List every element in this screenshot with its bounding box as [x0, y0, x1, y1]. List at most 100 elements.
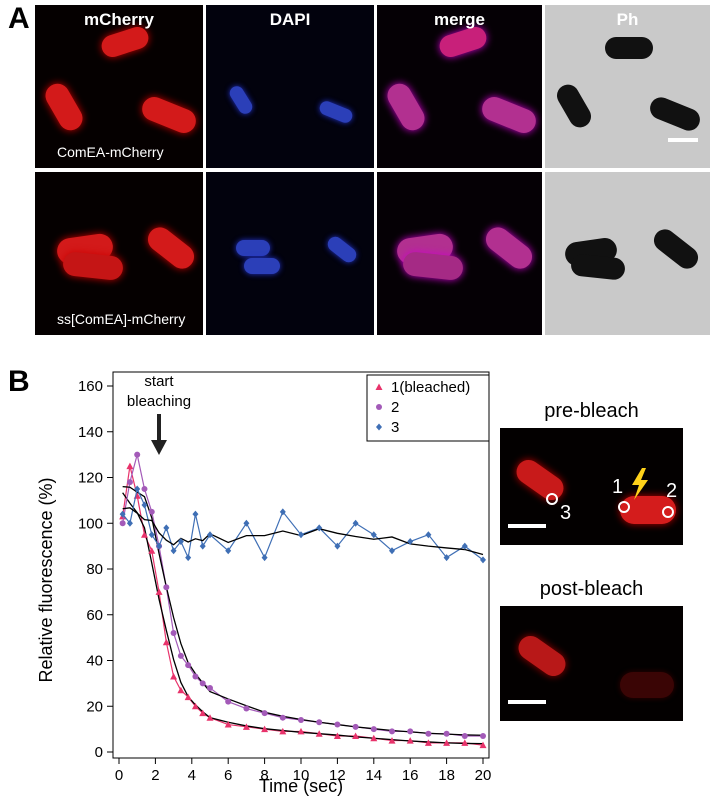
y-tick-label: 80	[86, 561, 103, 578]
data-point-series-1	[315, 730, 323, 737]
data-point-series-2	[480, 732, 486, 739]
data-point-series-2	[170, 630, 177, 637]
data-point-series-3	[389, 547, 395, 555]
micrograph-row1-mcherry: mCherry ComEA-mCherry	[35, 5, 203, 168]
x-tick-label: 4	[188, 767, 196, 784]
cell	[383, 79, 429, 135]
data-point-series-2	[148, 508, 155, 515]
roi-marker-2	[662, 506, 674, 518]
cell	[143, 222, 199, 274]
legend-label-3: 3	[391, 419, 399, 436]
data-point-series-1	[461, 739, 469, 746]
micrograph-row2-phase	[545, 172, 710, 335]
annotation-line1: start	[144, 373, 174, 390]
data-point-series-2	[389, 728, 395, 735]
legend-label-2: 2	[391, 399, 399, 416]
data-point-series-2	[119, 520, 126, 527]
cell	[620, 672, 674, 698]
data-point-series-1	[424, 739, 432, 746]
roi-marker-3	[546, 493, 558, 505]
scale-bar	[508, 700, 546, 704]
data-point-series-2	[443, 730, 450, 737]
micrograph-row2-merge	[377, 172, 542, 335]
data-point-series-3	[316, 524, 323, 532]
data-point-series-1	[191, 702, 199, 710]
data-point-series-2	[225, 698, 232, 705]
data-point-series-1	[352, 732, 360, 739]
legend-marker-2	[376, 404, 382, 410]
cell	[569, 253, 627, 281]
cell	[646, 94, 704, 134]
x-tick-label: 8	[260, 767, 268, 784]
legend-marker-1	[375, 383, 383, 390]
data-point-series-2	[141, 485, 148, 492]
cell	[401, 250, 465, 282]
micrograph-row1-phase: Ph	[545, 5, 710, 168]
roi-marker-1	[618, 501, 630, 513]
cell	[552, 80, 596, 132]
y-tick-label: 120	[78, 470, 103, 487]
series-line-3	[122, 487, 484, 561]
data-point-series-3	[207, 531, 213, 539]
data-point-series-3	[298, 531, 304, 539]
y-tick-label: 0	[95, 744, 103, 761]
x-tick-label: 14	[365, 767, 382, 784]
data-point-series-3	[407, 538, 414, 546]
data-point-series-1	[406, 737, 414, 744]
data-point-series-1	[148, 547, 156, 554]
data-point-series-2	[185, 662, 192, 669]
x-tick-label: 0	[115, 767, 123, 784]
data-point-series-3	[461, 542, 468, 550]
y-tick-label: 60	[86, 607, 103, 624]
bleach-bolt-icon	[632, 468, 648, 500]
data-point-series-1	[162, 638, 170, 646]
data-point-series-2	[192, 673, 199, 680]
pre-bleach-title: pre-bleach	[544, 400, 639, 422]
data-point-series-2	[126, 479, 133, 486]
data-point-series-1	[297, 727, 305, 735]
roi-label-2: 2	[666, 480, 678, 502]
data-point-series-3	[192, 510, 199, 518]
cell	[478, 93, 540, 137]
data-point-series-1	[261, 725, 269, 733]
data-point-series-1	[370, 734, 378, 742]
data-point-series-1	[184, 693, 192, 701]
series-line-2	[122, 454, 483, 737]
data-point-series-3	[156, 542, 163, 550]
data-point-series-1	[388, 737, 396, 744]
data-point-series-2	[261, 710, 268, 717]
data-point-series-1	[177, 686, 185, 694]
cell	[61, 250, 125, 282]
data-point-series-3	[126, 519, 133, 527]
data-point-series-1	[155, 588, 163, 595]
data-point-series-3	[134, 485, 141, 493]
series-smooth-3	[122, 507, 484, 556]
data-point-series-2	[298, 716, 304, 723]
strain-label-comea: ComEA-mCherry	[57, 144, 164, 160]
cell	[236, 240, 270, 256]
series-smooth-1	[122, 492, 484, 745]
data-point-series-2	[207, 684, 213, 691]
data-point-series-2	[279, 714, 286, 721]
roi-label-3: 3	[560, 502, 572, 524]
cell	[481, 222, 537, 274]
scale-bar	[508, 524, 546, 528]
strain-label-ss-comea: ss[ComEA]-mCherry	[57, 311, 186, 327]
data-point-series-2	[370, 726, 377, 733]
panel-b-letter: B	[8, 365, 30, 398]
cell	[605, 37, 653, 59]
fluorescence-chart: Relative fluorescence (%) Time (sec) sta…	[36, 371, 491, 796]
data-point-series-2	[334, 721, 341, 728]
column-title-mcherry: mCherry	[84, 10, 154, 29]
data-point-series-1	[170, 673, 178, 680]
x-tick-label: 16	[402, 767, 419, 784]
post-bleach-image	[500, 606, 683, 721]
data-point-series-2	[461, 732, 468, 739]
y-tick-label: 100	[78, 515, 103, 532]
data-point-series-3	[225, 547, 232, 555]
data-point-series-3	[352, 519, 359, 527]
data-point-series-3	[185, 554, 192, 562]
data-point-series-1	[443, 739, 451, 746]
data-point-series-3	[443, 554, 450, 562]
x-tick-label: 6	[224, 767, 232, 784]
